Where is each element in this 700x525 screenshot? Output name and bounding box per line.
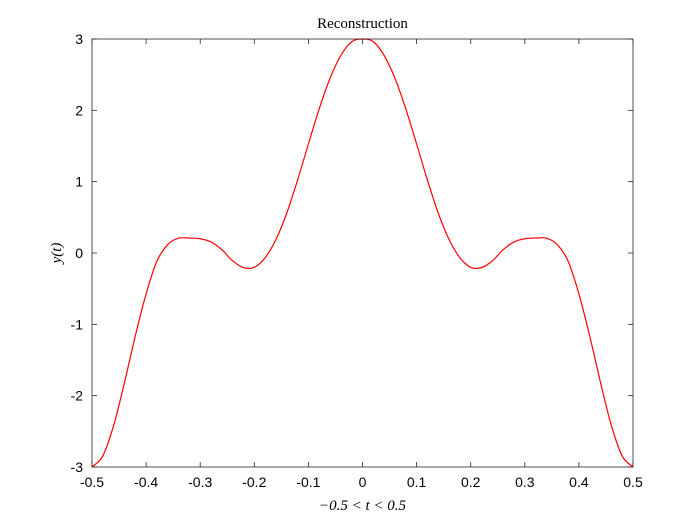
x-tick-label: 0.5 [623,474,643,490]
x-tick-label: -0.4 [134,474,158,490]
x-tick-label: 0.2 [461,474,481,490]
x-tick-label: 0 [359,474,367,490]
x-axis-label: −0.5 < t < 0.5 [319,498,407,514]
y-tick-label: 2 [75,102,83,118]
y-axis-label: y(t) [49,243,65,266]
x-tick-label: -0.1 [296,474,320,490]
y-tick-label: -3 [71,459,84,475]
x-tick-label: -0.3 [188,474,212,490]
y-tick-label: -1 [71,316,84,332]
x-tick-label: 0.1 [407,474,427,490]
x-tick-label: -0.2 [242,474,266,490]
x-tick-label: -0.5 [80,474,104,490]
y-tick-label: 3 [75,31,83,47]
y-tick-label: 0 [75,245,83,261]
x-tick-label: 0.4 [569,474,589,490]
y-tick-label: -2 [71,388,84,404]
x-tick-label: 0.3 [515,474,535,490]
plot-area [92,39,633,467]
y-tick-labels: -3 -2 -1 0 1 2 3 [71,31,84,475]
y-tick-label: 1 [75,174,83,190]
chart-title: Reconstruction [317,16,408,32]
plot-frame [91,38,634,468]
x-tick-labels: -0.5 -0.4 -0.3 -0.2 -0.1 0 0.1 0.2 0.3 0.4 0.5 [80,474,643,490]
